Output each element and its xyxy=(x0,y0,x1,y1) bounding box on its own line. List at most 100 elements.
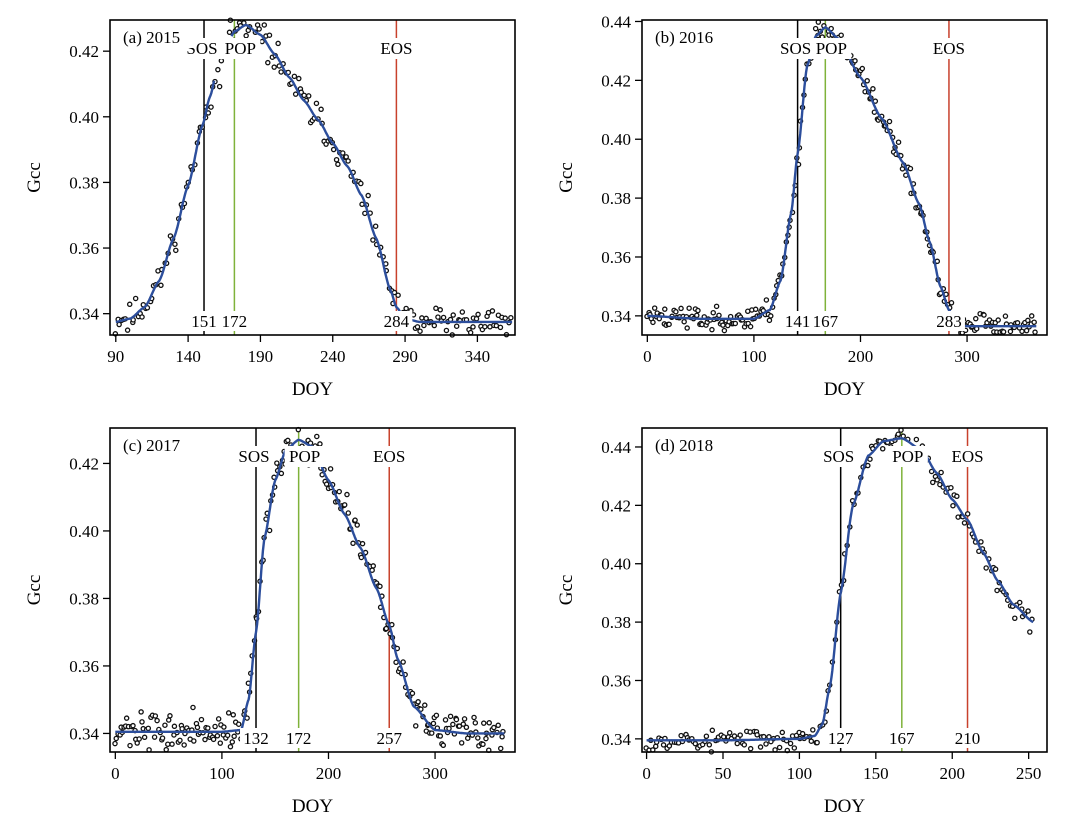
x-tick-label: 200 xyxy=(939,764,965,783)
data-point xyxy=(431,322,438,329)
pop-label: POP xyxy=(225,39,256,58)
x-tick-label: 140 xyxy=(175,347,201,366)
data-point xyxy=(126,301,133,308)
y-tick-label: 0.40 xyxy=(69,108,99,127)
data-point xyxy=(692,740,699,747)
y-tick-label: 0.36 xyxy=(69,657,99,676)
x-tick-label: 100 xyxy=(741,347,767,366)
data-point xyxy=(136,736,142,742)
data-point xyxy=(463,724,470,731)
eos-label-bg xyxy=(369,446,410,467)
data-point xyxy=(467,329,474,336)
x-tick-label: 290 xyxy=(392,347,418,366)
data-point xyxy=(964,511,971,517)
data-point xyxy=(1019,328,1025,335)
data-point xyxy=(243,32,249,39)
chart-panel-3: SOS POP EOS 132 172 257 (c) 2017 0 100 200 300 0.34… xyxy=(24,426,516,817)
data-point xyxy=(415,699,421,705)
data-point xyxy=(359,201,365,208)
data-point xyxy=(973,315,979,322)
data-point xyxy=(362,210,368,217)
data-point xyxy=(1000,329,1007,335)
data-point xyxy=(865,462,871,469)
y-axis-label: Gcc xyxy=(24,162,45,193)
data-point xyxy=(256,26,262,32)
data-point xyxy=(695,307,701,314)
data-point xyxy=(343,154,349,160)
data-point xyxy=(470,324,476,330)
data-point xyxy=(226,29,233,36)
y-tick-label: 0.44 xyxy=(601,438,631,457)
pop-label-bg xyxy=(887,446,928,467)
data-point xyxy=(221,724,227,730)
data-point xyxy=(335,161,341,168)
data-point xyxy=(191,738,197,744)
data-point xyxy=(458,740,465,746)
data-point xyxy=(752,306,759,313)
data-point xyxy=(994,587,1000,594)
y-tick-label: 0.40 xyxy=(69,522,99,541)
sos-label-bg xyxy=(818,446,859,467)
data-point xyxy=(681,318,687,325)
data-point xyxy=(913,436,920,443)
data-point xyxy=(810,727,816,733)
panel-label-bg xyxy=(118,434,196,456)
data-point xyxy=(1025,317,1031,324)
data-point xyxy=(274,460,280,466)
data-point xyxy=(870,86,876,92)
data-point xyxy=(720,322,726,328)
pop-label: POP xyxy=(289,447,320,466)
eos-label-bg xyxy=(947,446,988,467)
data-point xyxy=(721,327,728,334)
data-point xyxy=(419,315,425,321)
plot-frame xyxy=(109,427,516,753)
data-point xyxy=(650,319,656,326)
eos-label-bg xyxy=(928,38,969,59)
x-tick-label: 240 xyxy=(320,347,346,366)
data-point xyxy=(173,247,179,254)
y-axis-label: Gcc xyxy=(24,575,45,606)
panel-label: (b) 2016 xyxy=(655,28,713,47)
y-tick-label: 0.42 xyxy=(69,42,99,61)
y-tick-label: 0.40 xyxy=(601,555,631,574)
data-point xyxy=(383,625,390,632)
data-point xyxy=(662,306,668,312)
data-point xyxy=(123,715,130,721)
data-point xyxy=(660,742,667,748)
plot-frame xyxy=(641,19,1048,336)
data-point xyxy=(859,65,866,72)
pop-doy-label: 167 xyxy=(889,729,915,748)
data-point xyxy=(198,716,205,723)
panel-label: (a) 2015 xyxy=(123,28,180,47)
data-point xyxy=(741,742,748,748)
data-point xyxy=(686,305,692,311)
data-point xyxy=(271,64,277,70)
data-point xyxy=(852,58,858,64)
data-point xyxy=(754,732,760,738)
data-point xyxy=(132,295,139,302)
data-point xyxy=(278,69,284,75)
data-point xyxy=(370,237,376,243)
data-point xyxy=(460,721,467,727)
data-point xyxy=(433,712,440,719)
data-point xyxy=(709,326,715,333)
eos-label: EOS xyxy=(380,39,412,58)
data-point xyxy=(179,726,185,732)
x-axis-label: DOY xyxy=(824,796,865,817)
data-point xyxy=(435,314,441,320)
pop-label-bg xyxy=(284,446,325,467)
data-point xyxy=(734,740,740,747)
data-point xyxy=(768,313,774,319)
data-point xyxy=(359,540,366,547)
data-point xyxy=(437,307,443,313)
sos-doy-bg xyxy=(188,311,221,331)
data-point xyxy=(162,722,168,728)
y-tick-label: 0.36 xyxy=(69,239,99,258)
data-point xyxy=(341,502,348,508)
y-tick-label: 0.38 xyxy=(601,613,631,632)
panel-label: (d) 2018 xyxy=(655,436,713,455)
data-point xyxy=(779,729,786,736)
data-point xyxy=(713,303,720,310)
sos-label: SOS xyxy=(823,447,854,466)
